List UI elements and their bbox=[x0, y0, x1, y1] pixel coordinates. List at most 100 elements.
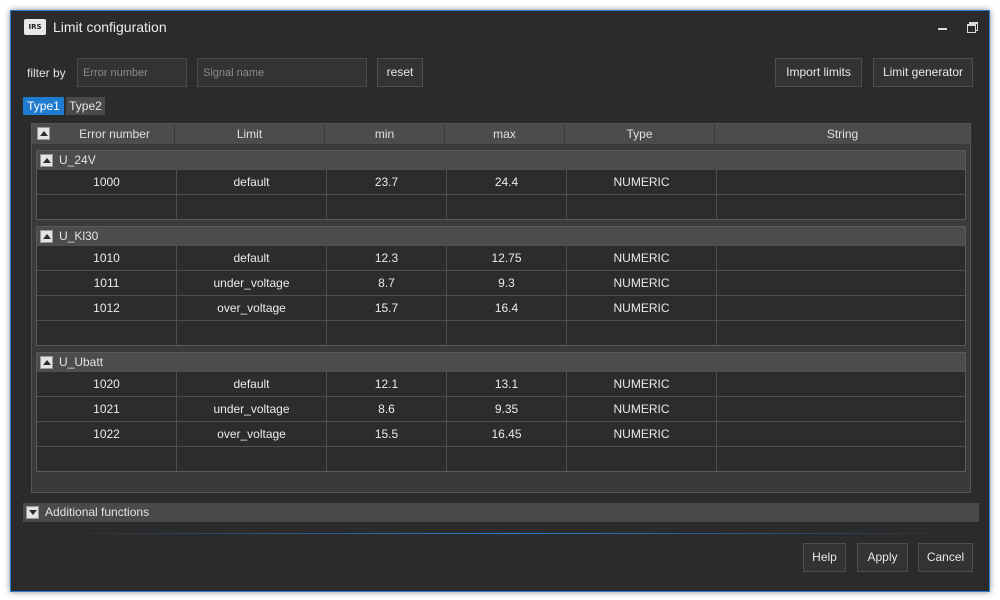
cell-limit[interactable] bbox=[177, 321, 327, 345]
table-row-empty[interactable] bbox=[37, 446, 965, 471]
additional-functions-bar[interactable]: Additional functions bbox=[23, 503, 979, 522]
cell-error-number[interactable]: 1011 bbox=[37, 271, 177, 295]
cell-limit[interactable] bbox=[177, 195, 327, 219]
collapse-group-icon[interactable] bbox=[40, 356, 53, 369]
limit-generator-button[interactable]: Limit generator bbox=[873, 58, 973, 87]
cell-max[interactable]: 13.1 bbox=[447, 372, 567, 396]
cell-type[interactable]: NUMERIC bbox=[567, 372, 717, 396]
table-row[interactable]: 1011 under_voltage 8.7 9.3 NUMERIC bbox=[37, 270, 965, 295]
cell-limit[interactable]: under_voltage bbox=[177, 271, 327, 295]
cell-min[interactable]: 23.7 bbox=[327, 170, 447, 194]
cell-min[interactable]: 12.1 bbox=[327, 372, 447, 396]
cell-string[interactable] bbox=[717, 422, 965, 446]
cell-string[interactable] bbox=[717, 271, 965, 295]
column-header-error-number[interactable]: Error number bbox=[55, 124, 175, 144]
group-u-24v: U_24V 1000 default 23.7 24.4 NUMERIC bbox=[36, 150, 966, 220]
cell-error-number[interactable]: 1012 bbox=[37, 296, 177, 320]
table-row[interactable]: 1020 default 12.1 13.1 NUMERIC bbox=[37, 371, 965, 396]
cell-type[interactable]: NUMERIC bbox=[567, 246, 717, 270]
cell-min[interactable]: 12.3 bbox=[327, 246, 447, 270]
collapse-group-icon[interactable] bbox=[40, 230, 53, 243]
restore-icon[interactable] bbox=[966, 20, 980, 34]
cell-error-number[interactable]: 1000 bbox=[37, 170, 177, 194]
table-row[interactable]: 1021 under_voltage 8.6 9.35 NUMERIC bbox=[37, 396, 965, 421]
reset-button[interactable]: reset bbox=[377, 58, 423, 87]
cell-error-number[interactable] bbox=[37, 321, 177, 345]
cell-min[interactable]: 8.7 bbox=[327, 271, 447, 295]
cell-type[interactable] bbox=[567, 447, 717, 471]
cell-string[interactable] bbox=[717, 372, 965, 396]
cell-type[interactable]: NUMERIC bbox=[567, 397, 717, 421]
cell-max[interactable]: 12.75 bbox=[447, 246, 567, 270]
cell-max[interactable] bbox=[447, 195, 567, 219]
expand-icon[interactable] bbox=[26, 506, 39, 519]
table-row-empty[interactable] bbox=[37, 194, 965, 219]
cell-min[interactable]: 15.7 bbox=[327, 296, 447, 320]
cell-limit[interactable]: default bbox=[177, 170, 327, 194]
column-header-type[interactable]: Type bbox=[565, 124, 715, 144]
cell-limit[interactable]: default bbox=[177, 372, 327, 396]
cell-type[interactable]: NUMERIC bbox=[567, 422, 717, 446]
column-header-string[interactable]: String bbox=[826, 127, 859, 141]
cell-max[interactable]: 9.35 bbox=[447, 397, 567, 421]
cell-error-number[interactable]: 1022 bbox=[37, 422, 177, 446]
cell-min[interactable]: 15.5 bbox=[327, 422, 447, 446]
collapse-group-icon[interactable] bbox=[40, 154, 53, 167]
cell-limit[interactable]: over_voltage bbox=[177, 296, 327, 320]
table-row-empty[interactable] bbox=[37, 320, 965, 345]
apply-button[interactable]: Apply bbox=[857, 543, 908, 572]
column-header-limit[interactable]: Limit bbox=[175, 124, 325, 144]
cell-string[interactable] bbox=[717, 397, 965, 421]
cell-max[interactable]: 16.45 bbox=[447, 422, 567, 446]
cell-type[interactable] bbox=[567, 321, 717, 345]
cell-type[interactable]: NUMERIC bbox=[567, 271, 717, 295]
additional-functions-label: Additional functions bbox=[45, 505, 150, 519]
table-header: Error number Limit min max Type String bbox=[32, 124, 970, 144]
cell-error-number[interactable]: 1020 bbox=[37, 372, 177, 396]
group-header[interactable]: U_Kl30 bbox=[37, 227, 965, 245]
group-header[interactable]: U_Ubatt bbox=[37, 353, 965, 371]
group-header[interactable]: U_24V bbox=[37, 151, 965, 169]
table-row[interactable]: 1000 default 23.7 24.4 NUMERIC bbox=[37, 169, 965, 194]
cell-min[interactable] bbox=[327, 447, 447, 471]
cell-type[interactable]: NUMERIC bbox=[567, 296, 717, 320]
cell-min[interactable]: 8.6 bbox=[327, 397, 447, 421]
cell-string[interactable] bbox=[717, 170, 965, 194]
cell-string[interactable] bbox=[717, 246, 965, 270]
cell-max[interactable] bbox=[447, 447, 567, 471]
table-row[interactable]: 1012 over_voltage 15.7 16.4 NUMERIC bbox=[37, 295, 965, 320]
cell-limit[interactable]: default bbox=[177, 246, 327, 270]
table-row[interactable]: 1010 default 12.3 12.75 NUMERIC bbox=[37, 245, 965, 270]
cell-type[interactable]: NUMERIC bbox=[567, 170, 717, 194]
import-limits-button[interactable]: Import limits bbox=[775, 58, 862, 87]
cell-error-number[interactable]: 1010 bbox=[37, 246, 177, 270]
cell-max[interactable]: 16.4 bbox=[447, 296, 567, 320]
collapse-all-icon[interactable] bbox=[37, 127, 50, 140]
cell-max[interactable] bbox=[447, 321, 567, 345]
cell-type[interactable] bbox=[567, 195, 717, 219]
tab-type1[interactable]: Type1 bbox=[23, 97, 64, 115]
cell-string[interactable] bbox=[717, 447, 965, 471]
cell-limit[interactable] bbox=[177, 447, 327, 471]
cell-error-number[interactable] bbox=[37, 195, 177, 219]
cell-error-number[interactable]: 1021 bbox=[37, 397, 177, 421]
cell-max[interactable]: 9.3 bbox=[447, 271, 567, 295]
cell-limit[interactable]: over_voltage bbox=[177, 422, 327, 446]
column-header-max[interactable]: max bbox=[445, 124, 565, 144]
cell-string[interactable] bbox=[717, 321, 965, 345]
cell-min[interactable] bbox=[327, 321, 447, 345]
cell-min[interactable] bbox=[327, 195, 447, 219]
help-button[interactable]: Help bbox=[803, 543, 846, 572]
signal-name-input[interactable] bbox=[197, 58, 367, 87]
cell-limit[interactable]: under_voltage bbox=[177, 397, 327, 421]
column-header-min[interactable]: min bbox=[325, 124, 445, 144]
cell-max[interactable]: 24.4 bbox=[447, 170, 567, 194]
cell-string[interactable] bbox=[717, 195, 965, 219]
cell-error-number[interactable] bbox=[37, 447, 177, 471]
cell-string[interactable] bbox=[717, 296, 965, 320]
tab-type2[interactable]: Type2 bbox=[66, 97, 105, 115]
cancel-button[interactable]: Cancel bbox=[918, 543, 973, 572]
table-row[interactable]: 1022 over_voltage 15.5 16.45 NUMERIC bbox=[37, 421, 965, 446]
minimize-icon[interactable] bbox=[936, 20, 950, 34]
error-number-input[interactable] bbox=[77, 58, 187, 87]
